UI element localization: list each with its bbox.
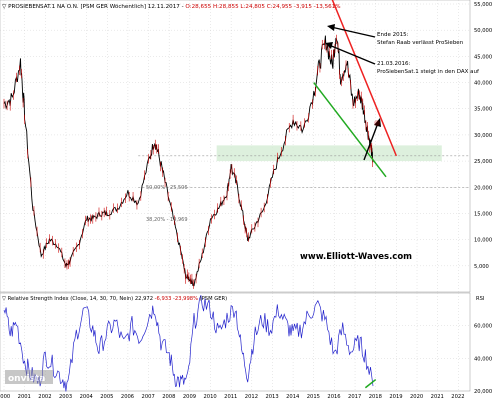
rsi-trendline: [364, 378, 377, 389]
rsi-header-change: -6,933 -23,998%: [155, 296, 198, 302]
rsi-line: [3, 295, 374, 392]
onvista-logo-box: [5, 370, 53, 384]
horizontal-levels: [138, 155, 470, 188]
price-y-tick-label: 25,000: [474, 159, 492, 165]
rsi-header-suffix: (PSM GER): [198, 296, 227, 302]
target-marker: [374, 120, 380, 126]
onvista-watermark: onvista: [5, 370, 53, 384]
x-tick-label: 2002: [38, 394, 51, 400]
green-trendline: [313, 82, 387, 178]
rsi-series: [3, 295, 374, 392]
x-tick-label: 2018: [369, 394, 382, 400]
rsi-panel: 20,000 40,000 60,000 ▽ Relative Strength I…: [0, 292, 492, 395]
x-tick-label: 2014: [286, 394, 300, 400]
price-y-tick-label: 50,000: [474, 28, 492, 34]
x-tick-label: 2010: [204, 394, 217, 400]
arrow-dax-head: [325, 42, 333, 49]
arrow-dax: [328, 44, 376, 65]
rsi-header-value: 22,972: [135, 296, 153, 302]
price-y-tick-label: 55,000: [474, 2, 492, 8]
rsi-header: ▽ Relative Strength Index (Close, 14, 30…: [2, 296, 227, 302]
price-line: [3, 35, 374, 287]
arrow-rebound: [363, 122, 379, 161]
rsi-y-tick-label: 40,000: [474, 356, 492, 362]
annotation-dax-text: ProSiebenSat.1 steigt in den DAX auf: [377, 69, 480, 75]
x-tick-label: 2019: [389, 394, 402, 400]
chart-ohlc: O:28,655 H:28,855 L:24,805 C:24,955 -3,9…: [185, 4, 340, 10]
arrow-rebound-head: [374, 118, 381, 127]
x-tick-label: 2013: [265, 394, 278, 400]
onvista-logo-text: onvista: [8, 374, 45, 384]
annotation-arrows: [325, 24, 381, 161]
x-tick-label: 2001: [18, 394, 31, 400]
x-tick-label: 2022: [451, 394, 464, 400]
rsi-y-tick-label: 20,000: [474, 389, 492, 395]
x-tick-label: 2020: [410, 394, 423, 400]
rsi-header-label: Relative Strength Index (Close, 14, 30, …: [8, 296, 135, 302]
rsi-axis-title: RSI: [476, 296, 485, 302]
x-tick-label: 2007: [142, 394, 155, 400]
x-tick-label: 2004: [80, 394, 94, 400]
price-y-tick-label: 35,000: [474, 107, 492, 113]
x-tick-label: 2011: [224, 394, 237, 400]
x-tick-label: 2012: [245, 394, 258, 400]
rsi-y-axis: 20,000 40,000 60,000: [474, 324, 492, 395]
x-tick-label: 2003: [59, 394, 72, 400]
x-tick-label: 2005: [100, 394, 113, 400]
price-y-tick-label: 20,000: [474, 185, 492, 191]
arrow-end-2015: [330, 26, 376, 38]
menu-triangle-icon[interactable]: ▽: [2, 4, 8, 10]
annotation-dax-date: 21.03.2016:: [377, 61, 410, 67]
price-series: [3, 34, 374, 289]
price-grid: [0, 0, 470, 292]
annotation-end-2015-text: Stefan Raab verlässt ProSieben: [377, 40, 464, 46]
support-zone: [216, 145, 442, 162]
rsi-y-tick-label: 60,000: [474, 324, 492, 330]
red-trendline: [331, 0, 398, 157]
price-y-axis: 5,000 10,000 15,000 20,000 25,000 30,000 35,00…: [474, 2, 492, 270]
price-y-tick-label: 30,000: [474, 133, 492, 139]
x-tick-label: 2006: [121, 394, 134, 400]
watermark-elliott-waves: www.Elliott-Waves.com: [300, 252, 412, 262]
arrow-end-2015-head: [327, 24, 335, 31]
x-tick-label: 2021: [431, 394, 444, 400]
chart-header: ▽ PROSIEBENSAT.1 NA O.N. [PSM GER Wöchen…: [2, 4, 341, 10]
price-y-tick-label: 15,000: [474, 211, 492, 217]
annotation-end-2015-date: Ende 2015:: [377, 32, 409, 38]
fib-50-label: 50,00% - 25,506: [146, 185, 188, 191]
rsi-panel-frame: [0, 292, 471, 392]
x-tick-label: 2016: [327, 394, 340, 400]
rsi-grid: [0, 292, 470, 392]
price-y-tick-label: 40,000: [474, 81, 492, 87]
x-tick-label: 2000: [0, 394, 10, 400]
price-y-tick-label: 45,000: [474, 54, 492, 60]
x-tick-label: 2015: [307, 394, 320, 400]
chart-title: PROSIEBENSAT.1 NA O.N. [PSM GER Wöchentl…: [8, 4, 185, 10]
price-panel: 5,000 10,000 15,000 20,000 25,000 30,000 35,00…: [0, 0, 492, 293]
x-tick-label: 2008: [162, 394, 175, 400]
menu-triangle-icon[interactable]: ▽: [2, 296, 8, 302]
price-y-tick-label: 10,000: [474, 238, 492, 244]
price-y-tick-label: 5,000: [474, 264, 489, 270]
x-tick-label: 2009: [183, 394, 196, 400]
x-axis: 2000 2001 2002 2003 2004 2005 2006 2007 2008 2009…: [0, 394, 465, 400]
fib-382-label: 38,20% - 19,969: [146, 217, 188, 223]
x-tick-label: 2017: [348, 394, 361, 400]
